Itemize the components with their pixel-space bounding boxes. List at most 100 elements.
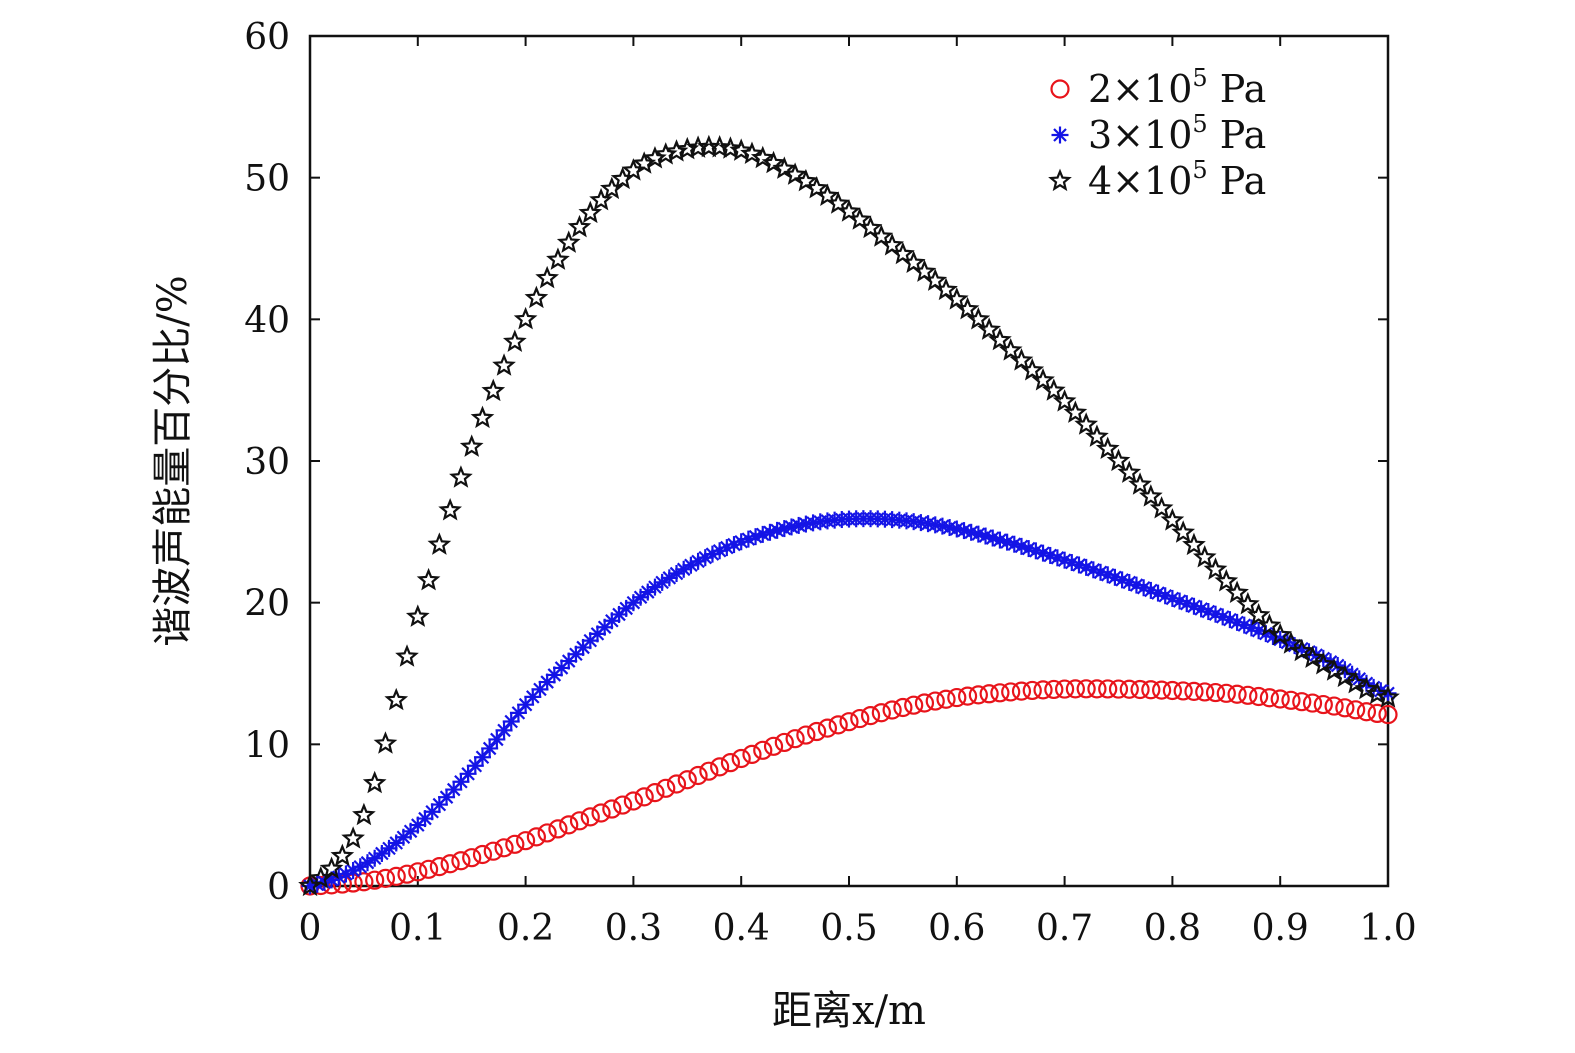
data-point (979, 684, 999, 704)
data-point (1117, 460, 1142, 483)
data-point (416, 567, 441, 591)
data-point (438, 497, 462, 521)
data-point (750, 145, 775, 169)
data-point (1128, 472, 1152, 495)
legend-label: 3×105 Pa (1088, 110, 1266, 157)
data-point (492, 353, 516, 376)
data-point (1074, 412, 1098, 435)
legend-label: 4×105 Pa (1088, 156, 1266, 203)
data-point (1077, 558, 1095, 576)
data-point (375, 868, 396, 888)
data-point (1313, 694, 1333, 715)
data-point (481, 739, 499, 757)
data-point (699, 761, 719, 781)
data-point (739, 530, 757, 548)
data-point (1324, 696, 1344, 716)
data-point (904, 695, 924, 715)
data-point (1031, 368, 1055, 391)
x-tick-label: 0.5 (820, 908, 877, 949)
data-point (703, 545, 721, 563)
data-point (569, 811, 590, 831)
data-point (559, 815, 579, 835)
data-point (817, 718, 838, 738)
data-point (1130, 679, 1150, 700)
data-point (578, 200, 603, 224)
data-point (968, 685, 988, 705)
data-point (451, 851, 471, 871)
data-point (1087, 679, 1107, 699)
data-point (526, 827, 546, 847)
data-point (947, 687, 967, 708)
data-point (990, 683, 1010, 703)
data-point (548, 819, 568, 839)
data-point (977, 527, 995, 545)
data-point (1098, 679, 1118, 699)
data-point (330, 843, 355, 867)
data-point (988, 327, 1012, 351)
data-point (481, 378, 506, 402)
legend-marker (1050, 79, 1070, 99)
data-point (664, 139, 689, 162)
data-point (753, 740, 773, 760)
x-tick-label: 0.8 (1144, 908, 1201, 949)
y-tick-label: 60 (244, 17, 290, 58)
data-point (1292, 692, 1312, 712)
data-point (720, 753, 741, 773)
data-point (556, 230, 581, 253)
data-point (1238, 685, 1258, 705)
legend-item-3: 4×105 Pa (1048, 156, 1266, 203)
x-tick-label: 0.4 (713, 908, 770, 949)
data-point (768, 521, 786, 539)
series-2 (301, 510, 1397, 895)
x-tick-label: 0.2 (497, 908, 554, 949)
data-point (796, 725, 816, 745)
data-point (1236, 591, 1260, 615)
data-point (955, 296, 980, 320)
data-point (1378, 704, 1398, 725)
data-point (1335, 698, 1355, 718)
data-point (365, 870, 385, 890)
data-point (386, 866, 406, 886)
data-point (418, 859, 439, 879)
data-point (666, 774, 687, 794)
data-point (505, 834, 525, 854)
data-point (1203, 557, 1228, 580)
data-point (850, 708, 870, 729)
data-point (602, 799, 622, 819)
data-point (1225, 580, 1249, 603)
data-point (634, 787, 654, 807)
data-point (1160, 508, 1185, 531)
data-point (580, 807, 600, 827)
data-point (711, 542, 729, 560)
data-point (358, 854, 376, 872)
data-point (1343, 670, 1368, 694)
x-tick-label: 0.3 (605, 908, 662, 949)
data-point (1216, 683, 1236, 703)
data-point (1354, 676, 1379, 700)
data-point (567, 214, 592, 238)
data-point (513, 306, 538, 330)
data-point (429, 857, 449, 877)
data-point (1054, 679, 1075, 699)
data-point (1367, 703, 1387, 724)
series-3 (298, 134, 1400, 897)
data-point (807, 721, 827, 742)
data-point (459, 765, 477, 783)
data-point (656, 778, 676, 798)
data-point (1227, 684, 1247, 704)
data-point (729, 138, 754, 161)
data-point (1052, 389, 1077, 412)
legend-marker (1051, 126, 1069, 144)
data-point (1195, 682, 1215, 702)
data-point (761, 150, 786, 174)
data-point (914, 693, 935, 713)
data-point (1119, 679, 1139, 699)
data-point (1041, 378, 1066, 401)
data-point (354, 872, 374, 892)
data-point (1033, 680, 1053, 700)
data-point (632, 588, 650, 606)
data-point (901, 250, 926, 274)
y-tick-label: 40 (244, 300, 290, 341)
y-tick-label: 30 (244, 442, 290, 483)
data-point (944, 287, 969, 310)
